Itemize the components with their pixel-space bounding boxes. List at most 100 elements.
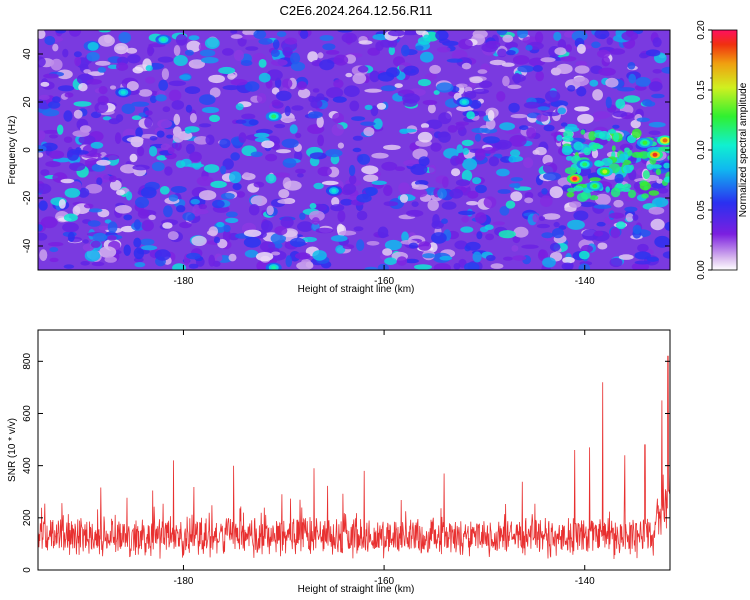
heatmap-blob [422,253,436,259]
heatmap-blob [455,158,464,165]
heatmap-blob [222,85,240,91]
heatmap-blob [461,169,473,182]
heatmap-blob [403,65,420,76]
heatmap-blob [305,261,314,269]
heatmap-blob [431,232,447,244]
heatmap-blob [534,31,544,44]
heatmap-blob [319,35,334,41]
heatmap-blob [598,67,616,77]
heatmap-blob [408,242,419,249]
heatmap-blob [588,131,597,141]
heatmap-blob [203,164,220,173]
heatmap-blob [371,152,389,159]
heatmap-blob [62,222,79,233]
heatmap-blob [186,252,201,260]
heatmap-blob [511,74,526,83]
heatmap-blob [441,201,457,210]
heatmap-blob [294,150,303,162]
heatmap-blob [168,80,187,87]
heatmap-blob [343,183,357,195]
heatmap-blob [114,132,122,145]
heatmap-blob [580,129,586,135]
heatmap-blob [325,50,340,55]
heatmap-blob [99,246,117,258]
heatmap-blob [583,147,591,156]
heatmap-blob [139,238,155,246]
heatmap-blob [621,31,639,41]
heatmap-blob [560,122,568,127]
heatmap-blob [270,49,280,57]
heatmap-blob [553,31,562,41]
heatmap-blob [365,186,378,196]
heatmap-blob [579,201,596,208]
colorbar-tick-label: 0.00 [696,260,707,280]
heatmap-blob [627,62,636,70]
heatmap-blob [87,42,99,51]
heatmap-blob [254,132,270,138]
heatmap-blob [204,37,220,49]
heatmap-blob [135,196,149,208]
heatmap-blob [73,51,82,58]
heatmap-blob [64,92,74,98]
heatmap-blob [462,158,477,171]
heatmap-blob [297,88,311,99]
colorbar-tick-label: 0.15 [696,80,707,100]
heatmap-blob [331,123,344,136]
heatmap-blob [563,130,574,139]
heatmap-blob [219,138,231,149]
heatmap-blob [210,180,227,188]
heatmap-blob [369,70,380,83]
heatmap-blob [312,88,320,93]
heatmap-blob [129,153,138,163]
heatmap-blob [149,95,157,104]
heatmap-blob [537,106,550,111]
heatmap-blob [360,121,376,126]
heatmap-blob [489,59,506,66]
heatmap-blob [175,160,186,169]
heatmap-blob [541,188,548,195]
heatmap-blob [91,261,105,267]
heatmap-blob [222,158,234,170]
heatmap-blob [208,74,226,84]
heatmap-blob [126,47,138,54]
heatmap-blob [501,62,515,67]
heatmap-blob [352,147,362,153]
heatmap-blob [49,257,59,263]
heatmap-blob [109,85,117,90]
heatmap-blob [60,178,75,184]
heatmap-blob [250,195,268,206]
heatmap-blob [664,221,670,231]
heatmap-blob [425,119,443,130]
heatmap-blob [572,76,589,87]
heatmap-blob [67,231,75,242]
heatmap-blob [562,256,575,264]
heatmap-blob [499,122,515,131]
heatmap-blob [612,110,628,118]
heatmap-blob [209,87,221,98]
heatmap-blob [307,51,318,63]
heatmap-blob [594,160,605,167]
heatmap-blob [615,98,626,110]
snr-series-line [38,355,670,560]
heatmap-blob [255,252,274,262]
heatmap-blob [610,227,621,239]
heatmap-blob [258,59,267,68]
heatmap-blob [308,111,323,119]
heatmap-blob [138,112,147,117]
heatmap-hotspot-core [271,114,277,119]
heatmap-blob [297,173,304,178]
heatmap-blob [44,35,56,46]
heatmap-blob [504,41,518,49]
heatmap-blob [196,176,214,187]
heatmap-blob [90,240,101,248]
heatmap-blob [418,79,431,87]
heatmap-blob [245,46,259,51]
heatmap-blob [38,183,52,194]
colorbar-ticks: 0.00 0.05 0.10 0.15 0.20 [696,20,712,280]
heatmap-blob [91,163,106,172]
heatmap-blob [214,253,223,262]
heatmap-blob [167,147,175,155]
heatmap-blob [276,90,292,102]
heatmap-blob [168,194,179,202]
heatmap-blob [652,69,662,74]
